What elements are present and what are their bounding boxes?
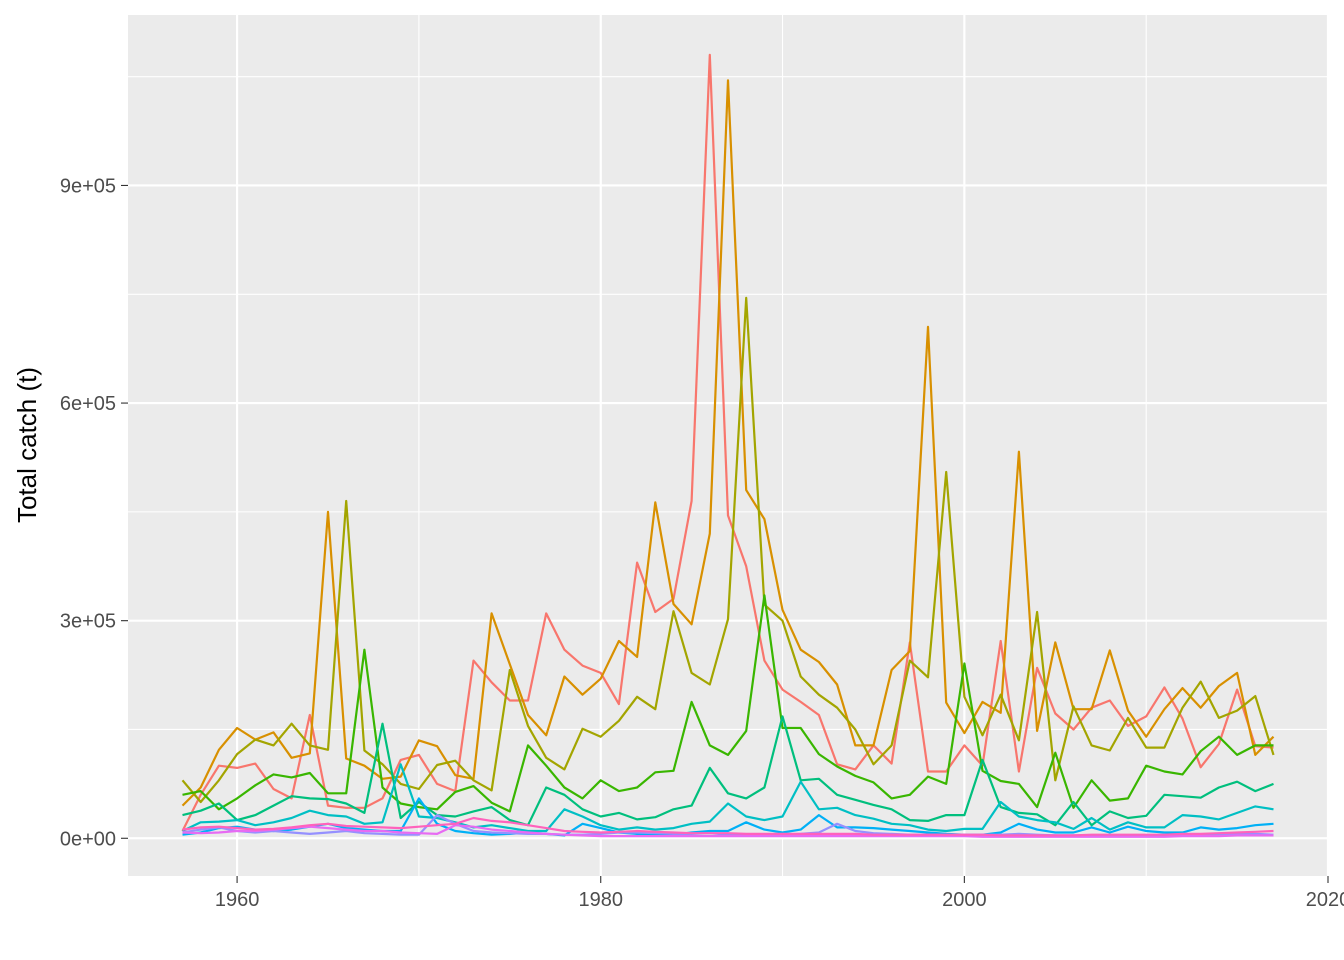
- minor-gridlines: [128, 15, 1328, 876]
- series-line-6: [182, 763, 1274, 833]
- series-lines: [181, 53, 1275, 838]
- series-line-9: [182, 824, 1274, 838]
- series-line-5: [182, 715, 1274, 827]
- y-tick-label: 6e+05: [60, 393, 116, 415]
- series-line-7: [182, 797, 1274, 837]
- x-tick-label: 1960: [215, 889, 260, 911]
- series-line-4: [182, 594, 1274, 813]
- x-tick-label: 1980: [578, 889, 623, 911]
- series-line-10: [182, 816, 1274, 837]
- y-axis-title: Total catch (t): [12, 367, 42, 523]
- y-tick-label: 0e+00: [60, 828, 116, 850]
- x-tick-label: 2000: [942, 889, 987, 911]
- y-tick-label: 3e+05: [60, 611, 116, 633]
- y-tick-label: 9e+05: [60, 175, 116, 197]
- y-axis: 0e+00 3e+05 6e+05 9e+05: [60, 175, 128, 850]
- series-line-3: [181, 296, 1275, 804]
- series-line-2: [181, 79, 1275, 807]
- plot-panel: [128, 15, 1328, 876]
